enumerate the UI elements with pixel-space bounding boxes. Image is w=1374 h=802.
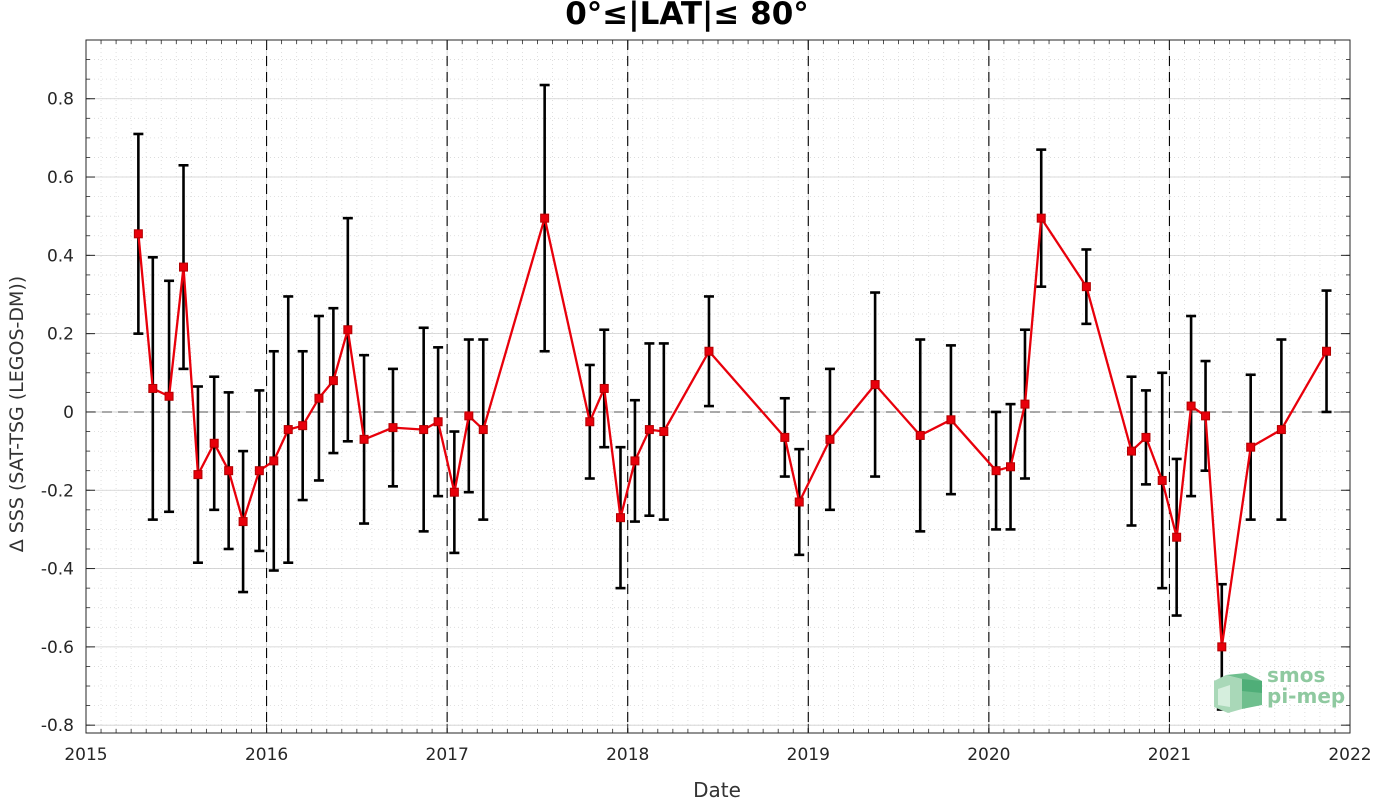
data-point-marker (478, 425, 488, 435)
series-line (137, 216, 1328, 649)
data-point-marker (599, 383, 609, 393)
data-point-marker (298, 421, 308, 431)
data-point-marker (1020, 399, 1030, 409)
data-point-marker (1201, 411, 1211, 421)
year-divider-lines (266, 40, 1170, 733)
x-tick-label: 2017 (426, 745, 469, 765)
chart-title: 0°≤|LAT|≤ 80° (565, 0, 809, 32)
series-line-group (137, 216, 1328, 649)
y-tick-label: -0.2 (41, 481, 74, 501)
logo-mark-icon (1214, 673, 1262, 713)
x-tick-labels: 2015 2016 2017 2018 2019 2020 2021 2022 (64, 745, 1371, 765)
y-tick-label: -0.8 (41, 716, 74, 736)
y-tick-label: 0.8 (47, 90, 74, 110)
minor-grid (85, 40, 1351, 733)
x-tick-label: 2020 (967, 745, 1010, 765)
data-point-marker (179, 262, 189, 272)
data-point-marker (946, 415, 956, 425)
logo-line-1: smos (1267, 663, 1326, 687)
y-tick-label: -0.4 (41, 560, 74, 580)
data-point-marker (1127, 446, 1137, 456)
data-point-marker (1036, 213, 1046, 223)
data-point-marker (644, 425, 654, 435)
x-tick-label: 2022 (1328, 745, 1371, 765)
y-tick-label: 0.2 (47, 325, 74, 345)
data-point-marker (343, 325, 353, 335)
data-point-marker (419, 425, 429, 435)
y-tick-label: 0 (63, 403, 74, 423)
x-tick-label: 2021 (1148, 745, 1191, 765)
error-bars (133, 83, 1332, 711)
axis-ticks (85, 40, 1351, 733)
data-point-marker (193, 470, 203, 480)
data-point-marker (1157, 475, 1167, 485)
data-point-marker (388, 423, 398, 433)
data-point-marker (991, 466, 1001, 476)
data-point-marker (269, 456, 279, 466)
data-point-marker (254, 466, 264, 476)
smos-pi-mep-logo: smos pi-mep (1212, 665, 1347, 720)
data-point-marker (659, 427, 669, 437)
data-point-marker (314, 393, 324, 403)
data-point-marker (464, 411, 474, 421)
y-tick-label: 0.4 (47, 246, 74, 266)
x-axis-label: Date (693, 778, 741, 802)
data-point-marker (915, 430, 925, 440)
data-point-marker (283, 425, 293, 435)
data-point-marker (1246, 442, 1256, 452)
data-point-marker (704, 346, 714, 356)
data-point-marker (780, 432, 790, 442)
plot-frame (85, 39, 1351, 734)
data-point-marker (1141, 432, 1151, 442)
data-point-marker (164, 391, 174, 401)
data-point-marker (1186, 401, 1196, 411)
data-point-marker (794, 497, 804, 507)
x-tick-label: 2018 (606, 745, 649, 765)
y-axis-label: Δ SSS (SAT-TSG (LEGOS-DM)) (6, 275, 28, 553)
x-tick-label: 2019 (787, 745, 830, 765)
data-point-marker (630, 456, 640, 466)
x-tick-label: 2015 (64, 745, 107, 765)
data-point-marker (148, 383, 158, 393)
data-point-marker (133, 229, 143, 239)
data-point-marker (825, 434, 835, 444)
data-point-marker (224, 466, 234, 476)
major-grid (85, 40, 1351, 733)
logo-line-2: pi-mep (1267, 684, 1346, 708)
data-point-marker (1217, 642, 1227, 652)
data-point-marker (449, 487, 459, 497)
data-point-marker (870, 380, 880, 390)
data-point-marker (433, 417, 443, 427)
series-markers (133, 213, 1332, 652)
logo-text: smos pi-mep (1267, 665, 1345, 707)
data-point-marker (238, 517, 248, 527)
data-point-marker (540, 213, 550, 223)
data-point-marker (1276, 425, 1286, 435)
data-point-marker (209, 438, 219, 448)
data-point-marker (359, 434, 369, 444)
data-point-marker (328, 376, 338, 386)
data-point-marker (1081, 282, 1091, 292)
data-point-marker (1006, 462, 1016, 472)
x-tick-label: 2016 (245, 745, 288, 765)
data-point-marker (1172, 532, 1182, 542)
y-tick-label: -0.6 (41, 638, 74, 658)
data-point-marker (1322, 346, 1332, 356)
y-tick-label: 0.6 (47, 168, 74, 188)
data-point-marker (615, 513, 625, 523)
data-point-marker (585, 417, 595, 427)
y-tick-labels: -0.8 -0.6 -0.4 -0.2 0 0.2 0.4 0.6 0.8 (41, 90, 74, 736)
